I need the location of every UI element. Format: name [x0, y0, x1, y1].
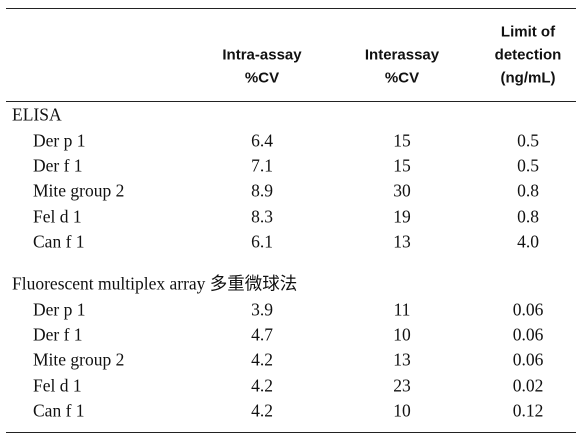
column-header: detection	[494, 46, 562, 64]
cell-value: 3.9	[251, 299, 273, 320]
cell-value: 0.06	[512, 324, 544, 345]
row-label: Mite group 2	[33, 180, 125, 201]
bottom-rule	[6, 432, 576, 433]
cell-value: 0.5	[517, 155, 539, 176]
cell-value: 0.5	[517, 130, 539, 151]
cell-value: 0.8	[517, 180, 539, 201]
cell-value: 15	[393, 130, 411, 151]
cell-value: 10	[393, 400, 411, 421]
column-header: Intra-assay	[222, 46, 302, 64]
cell-value: 30	[393, 180, 411, 201]
row-label: Der p 1	[33, 130, 86, 151]
row-label: Der p 1	[33, 299, 86, 320]
column-header: %CV	[384, 69, 420, 87]
cell-value: 4.2	[251, 400, 273, 421]
row-label: Can f 1	[33, 231, 85, 252]
column-header: %CV	[244, 69, 280, 87]
row-label: Can f 1	[33, 400, 85, 421]
column-header: (ng/mL)	[500, 69, 556, 87]
row-label: Fel d 1	[33, 205, 82, 226]
top-rule	[6, 8, 576, 9]
cell-value: 13	[393, 349, 411, 370]
cell-value: 8.9	[251, 180, 273, 201]
row-label: Der f 1	[33, 324, 83, 345]
cell-value: 0.06	[512, 349, 544, 370]
cell-value: 13	[393, 231, 411, 252]
cell-value: 4.7	[251, 324, 273, 345]
cell-value: 0.12	[512, 400, 544, 421]
cell-value: 23	[393, 374, 411, 395]
cell-value: 10	[393, 324, 411, 345]
cell-value: 4.0	[517, 231, 539, 252]
header-rule	[6, 101, 576, 102]
row-label: Fel d 1	[33, 374, 82, 395]
section-title: Fluorescent multiplex array 多重微球法	[12, 273, 298, 294]
section-title: ELISA	[12, 104, 62, 125]
cell-value: 11	[393, 299, 411, 320]
cell-value: 8.3	[251, 205, 273, 226]
cell-value: 0.8	[517, 205, 539, 226]
cell-value: 4.2	[251, 374, 273, 395]
row-label: Der f 1	[33, 155, 83, 176]
cell-value: 6.1	[251, 231, 273, 252]
cell-value: 0.06	[512, 299, 544, 320]
cell-value: 6.4	[251, 130, 273, 151]
column-header: Interassay	[364, 46, 440, 64]
cell-value: 15	[393, 155, 411, 176]
row-label: Mite group 2	[33, 349, 125, 370]
cell-value: 7.1	[251, 155, 273, 176]
cell-value: 0.02	[512, 374, 544, 395]
cell-value: 4.2	[251, 349, 273, 370]
column-header: Limit of	[500, 23, 556, 41]
cell-value: 19	[393, 205, 411, 226]
